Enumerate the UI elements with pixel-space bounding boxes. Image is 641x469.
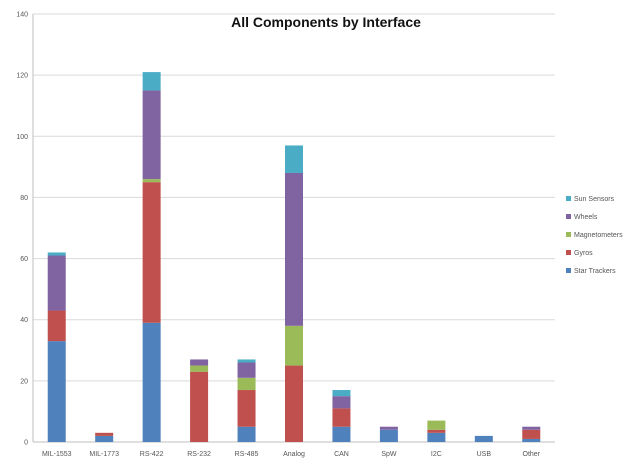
legend-swatch	[566, 268, 571, 273]
bar-segment-star-trackers	[142, 322, 161, 442]
x-tick-label: RS-422	[140, 451, 164, 458]
bar-segment-star-trackers	[427, 432, 446, 442]
x-tick-label: Analog	[283, 451, 305, 458]
bar-segment-gyros	[332, 408, 351, 427]
legend-swatch	[566, 196, 571, 201]
x-tick-label: MIL-1553	[42, 451, 72, 458]
x-tick-label: RS-232	[187, 451, 211, 458]
legend-label: Magnetometers	[574, 232, 623, 239]
bar-segment-wheels	[47, 255, 66, 311]
bar-segment-gyros	[95, 432, 114, 436]
bar-segment-star-trackers	[95, 435, 114, 442]
bar-segment-wheels	[142, 90, 161, 180]
bar-segment-sun-sensors	[332, 390, 351, 397]
bar-segment-star-trackers	[332, 426, 351, 442]
bar-segment-star-trackers	[237, 426, 256, 442]
y-tick-label: 140	[16, 12, 28, 19]
bar-segment-gyros	[522, 429, 541, 439]
bar-segment-gyros	[142, 182, 161, 323]
bar-segment-magnetometers	[285, 325, 303, 366]
bar-segment-gyros	[237, 390, 256, 427]
y-tick-label: 0	[24, 440, 28, 447]
bar-segment-sun-sensors	[285, 145, 303, 173]
x-tick-label: Other	[523, 451, 541, 458]
bar-segment-magnetometers	[427, 420, 446, 430]
legend-label: Wheels	[574, 214, 598, 221]
bar-segment-sun-sensors	[142, 72, 161, 91]
bar-segment-star-trackers	[379, 429, 398, 442]
legend-swatch	[566, 250, 571, 255]
bars	[47, 72, 541, 442]
bar-segment-magnetometers	[190, 365, 209, 372]
legend-swatch	[566, 232, 571, 237]
y-tick-label: 60	[20, 256, 28, 263]
bar-segment-gyros	[285, 365, 303, 442]
x-tick-label: RS-485	[235, 451, 259, 458]
x-tick-label: SpW	[381, 451, 397, 458]
bar-segment-wheels	[285, 172, 303, 326]
legend-label: Star Trackers	[574, 268, 616, 275]
bar-segment-star-trackers	[47, 341, 66, 442]
legend-swatch	[566, 214, 571, 219]
bar-segment-star-trackers	[522, 438, 541, 442]
x-axis-tick-labels: MIL-1553 MIL-1773 RS-422 RS-232 RS-485 Analog…	[42, 451, 541, 458]
bar-segment-gyros	[190, 371, 209, 442]
bar-segment-wheels	[379, 426, 398, 430]
bar-segment-wheels	[522, 426, 541, 430]
bar-segment-sun-sensors	[237, 359, 256, 363]
y-tick-label: 20	[20, 378, 28, 385]
bar-segment-sun-sensors	[47, 252, 66, 256]
bar-segment-wheels	[190, 359, 209, 366]
x-tick-label: MIL-1773	[89, 451, 119, 458]
chart-title: All Components by Interface	[231, 14, 421, 30]
x-tick-label: CAN	[334, 451, 349, 458]
legend-label: Sun Sensors	[574, 196, 615, 203]
y-tick-label: 100	[16, 134, 28, 141]
bar-segment-magnetometers	[237, 377, 256, 391]
y-tick-label: 120	[16, 73, 28, 80]
bar-segment-magnetometers	[142, 179, 161, 183]
x-tick-label: USB	[477, 451, 492, 458]
bar-segment-wheels	[237, 362, 256, 378]
bar-segment-star-trackers	[474, 435, 493, 442]
y-tick-label: 40	[20, 317, 28, 324]
bar-segment-wheels	[332, 396, 351, 409]
legend: Sun Sensors Wheels Magnetometers Gyros Star …	[566, 196, 623, 275]
legend-label: Gyros	[574, 250, 593, 257]
y-tick-label: 80	[20, 195, 28, 202]
y-axis-tick-labels: 0 20 40 60 80 100 120 140	[16, 12, 28, 447]
x-tick-label: I2C	[431, 451, 442, 458]
bar-segment-gyros	[47, 310, 66, 342]
bar-segment-gyros	[427, 429, 446, 433]
